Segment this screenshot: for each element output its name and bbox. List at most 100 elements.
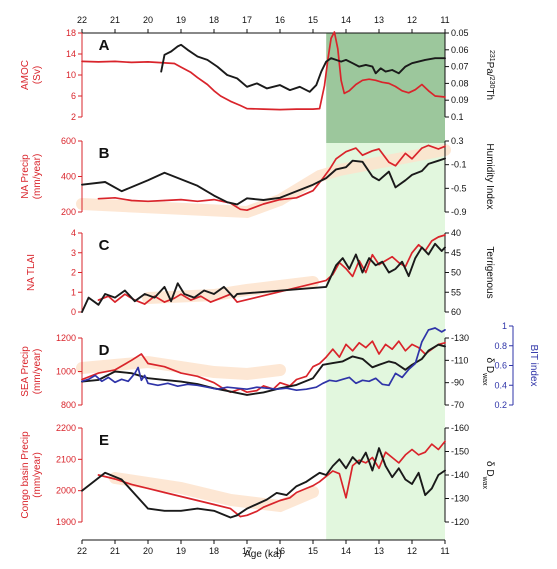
left-tick-label: 400 [61, 172, 76, 182]
data-point-A-black [299, 86, 301, 88]
data-point-C-black [193, 297, 195, 299]
data-point-D-black [437, 344, 439, 346]
data-point-B-red [444, 145, 446, 147]
data-point-D-blue [315, 386, 317, 388]
data-point-E-red [262, 506, 265, 508]
data-point-B-red [262, 203, 265, 205]
data-point-E-black [352, 456, 354, 458]
right-tick-label: 0.06 [451, 45, 469, 55]
right-tick-label: 45 [451, 248, 461, 258]
data-point-B-black [295, 190, 298, 192]
data-point-D-red [325, 356, 327, 358]
data-point-C-black [342, 257, 344, 259]
data-point-D-blue [236, 387, 238, 389]
data-point-E-red [295, 491, 298, 494]
data-point-D-blue [88, 378, 90, 380]
data-point-A-black [385, 71, 387, 73]
data-point-D-black [180, 381, 182, 383]
data-point-C-black [203, 289, 205, 292]
data-point-D-black [332, 362, 334, 364]
data-point-D-black [427, 350, 430, 352]
data-point-C-black [444, 246, 446, 248]
data-point-E-black [305, 481, 307, 483]
data-point-C-black [388, 271, 390, 274]
data-point-E-black [246, 508, 248, 510]
data-point-B-black [279, 197, 281, 199]
data-point-D-red [385, 343, 387, 345]
x-axis-label: Age (ka) [244, 549, 282, 560]
data-point-B-black [262, 199, 265, 201]
bottom-x-tick-label: 20 [143, 546, 153, 556]
data-point-B-black [437, 160, 439, 162]
top-x-tick-label: 18 [209, 15, 219, 25]
axes [78, 29, 514, 544]
data-point-B-red [295, 197, 298, 199]
data-point-A-red [444, 96, 446, 98]
left-tick-label: 200 [61, 207, 76, 217]
data-point-D-red [444, 342, 446, 344]
data-point-D-blue [328, 379, 331, 381]
data-point-B-black [226, 201, 228, 203]
data-point-A-black [236, 77, 238, 79]
data-point-A-black [160, 71, 162, 73]
data-point-C-red [431, 240, 433, 242]
data-point-C-red [345, 268, 347, 270]
data-point-C-red [444, 234, 446, 236]
bottom-x-tick-label: 16 [275, 546, 285, 556]
data-point-D-blue [256, 386, 258, 388]
series-B-black [81, 157, 446, 206]
data-point-C-red [391, 256, 393, 258]
right-tick-label: 0.07 [451, 62, 469, 72]
data-point-A-black [325, 61, 327, 63]
data-point-C-black [394, 268, 397, 270]
data-point-B-black [236, 203, 238, 205]
data-point-A-black [177, 45, 179, 48]
data-point-C-black [355, 253, 357, 256]
data-point-E-black [229, 516, 232, 519]
data-series [81, 31, 446, 519]
data-point-D-black [342, 360, 344, 362]
data-point-D-black [394, 362, 397, 364]
data-point-A-black [404, 66, 406, 68]
data-point-D-blue [434, 327, 436, 329]
data-point-D-blue [401, 376, 403, 378]
data-point-A-red [312, 108, 314, 110]
data-point-A-black [256, 82, 258, 84]
data-point-B-red [371, 150, 373, 152]
left-axis-label-D: (mm/year) [32, 349, 43, 395]
data-point-C-red [411, 252, 413, 254]
data-point-D-red [411, 343, 413, 345]
data-point-B-red [239, 208, 241, 210]
data-point-D-blue [157, 384, 159, 386]
data-point-C-black [368, 257, 370, 259]
data-point-B-black [345, 166, 347, 168]
data-point-A-black [352, 62, 354, 64]
data-point-C-black [335, 264, 337, 266]
data-point-B-red [404, 152, 406, 154]
data-point-E-red [256, 510, 258, 512]
data-point-D-black [378, 364, 380, 366]
data-point-D-blue [381, 383, 383, 385]
data-point-D-blue [444, 329, 446, 331]
data-point-B-red [355, 147, 357, 149]
data-point-E-red [418, 454, 420, 456]
data-point-D-blue [361, 379, 364, 381]
haze-band-0 [76, 144, 451, 219]
data-point-D-red [180, 372, 182, 374]
data-point-D-red [338, 356, 340, 358]
data-point-E-red [385, 451, 387, 453]
data-point-E-black [104, 472, 106, 474]
data-point-E-red [279, 499, 281, 502]
data-point-C-black [361, 271, 364, 274]
data-point-D-red [114, 369, 116, 371]
data-point-A-black [196, 55, 199, 58]
left-axis-label-C: NA TLAI [26, 254, 37, 291]
data-point-B-black [104, 181, 106, 183]
top-x-tick-label: 21 [110, 15, 120, 25]
data-point-D-red [140, 353, 142, 355]
data-point-C-black [414, 257, 416, 259]
data-point-E-black [404, 478, 406, 481]
left-tick-label: 0 [71, 307, 76, 317]
data-point-C-black [223, 286, 225, 288]
